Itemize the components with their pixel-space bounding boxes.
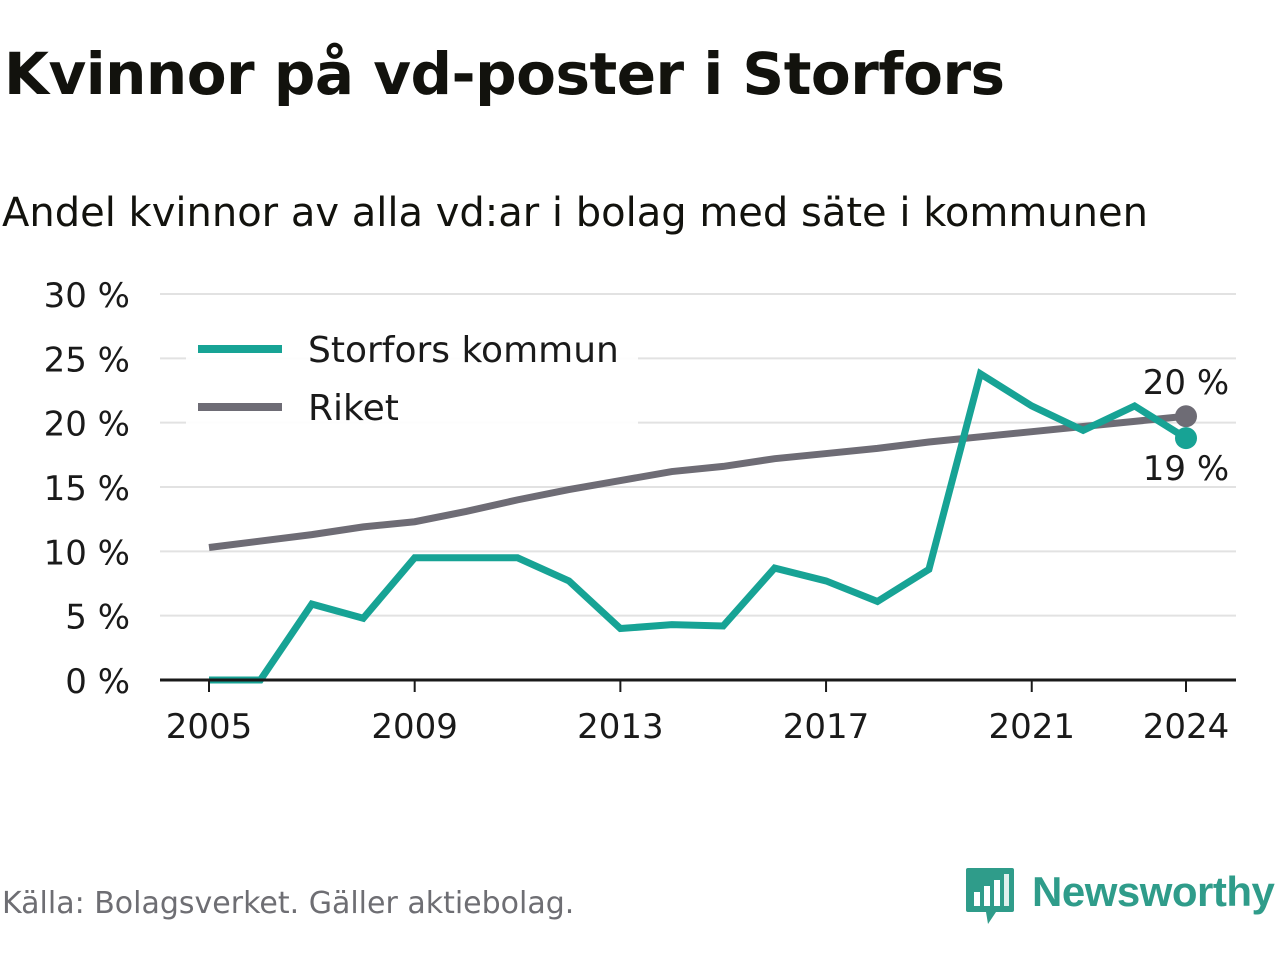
legend-label-storfors: Storfors kommun <box>308 330 619 371</box>
y-tick-label: 5 % <box>65 598 130 638</box>
chart-title: Kvinnor på vd-poster i Storfors <box>4 40 1005 108</box>
y-tick-label: 15 % <box>44 469 130 509</box>
x-tick-label: 2005 <box>166 707 253 747</box>
end-point-riket <box>1175 405 1197 428</box>
series-line-storfors-kommun <box>209 368 1188 684</box>
end-label-riket: 20 % <box>1143 363 1229 403</box>
chart-subtitle: Andel kvinnor av alla vd:ar i bolag med … <box>2 190 1148 236</box>
y-tick-label: 0 % <box>65 662 130 702</box>
source-note: Källa: Bolagsverket. Gäller aktiebolag. <box>2 886 575 921</box>
line-chart: Storfors kommun Riket 20 % 19 % 0 % 5 % 10 … <box>44 276 1236 747</box>
x-tick-label: 2021 <box>988 707 1075 747</box>
end-label-storfors-kommun: 19 % <box>1143 449 1229 489</box>
legend-background <box>186 324 638 430</box>
x-tick-label: 2013 <box>577 707 664 747</box>
y-tick-label: 20 % <box>44 405 130 445</box>
legend-label-riket: Riket <box>308 388 399 429</box>
x-tick-label: 2009 <box>371 707 458 747</box>
y-tick-label: 30 % <box>44 276 130 316</box>
x-tick-label: 2024 <box>1143 707 1230 747</box>
brand-name: Newsworthy <box>1032 868 1275 915</box>
x-tick-label: 2017 <box>783 707 870 747</box>
end-point-storfors-kommun <box>1175 427 1197 450</box>
brand-logo: Newsworthy <box>964 864 1280 928</box>
y-tick-label: 25 % <box>44 340 130 380</box>
series-line-riket <box>208 412 1187 551</box>
y-tick-label: 10 % <box>44 533 130 573</box>
newsworthy-logo-icon <box>966 868 1014 924</box>
